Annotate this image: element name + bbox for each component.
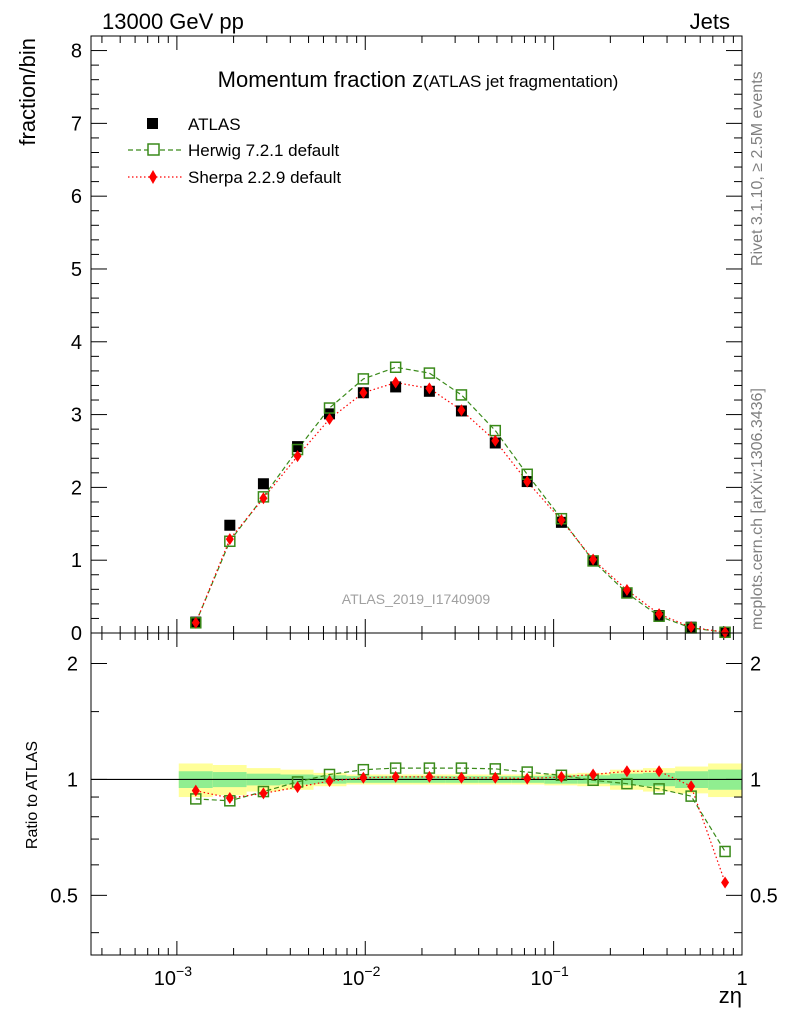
main-y-tick-label: 3 [71, 405, 82, 427]
ratio-axis-ticks: 10−3 10−2 10−1 10.5 0.51 12 2 [50, 633, 778, 990]
atlas-data-point [257, 478, 269, 490]
x-tick-label: 10−1 [531, 963, 569, 990]
ratio-y-tick-label: 0.5 [50, 885, 78, 907]
x-tick-label-base: 10 [342, 968, 364, 990]
legend-marker-sherpa [149, 170, 157, 184]
sherpa-ratio-point [191, 784, 200, 797]
chart-title-main: Momentum fraction [218, 67, 412, 92]
herwig-point [455, 389, 468, 401]
chart-title: Momentum fraction z(ATLAS jet fragmentat… [218, 67, 619, 92]
sherpa-ratio-point [687, 780, 696, 793]
main-y-tick-label: 8 [71, 41, 82, 63]
sherpa-point [557, 514, 566, 527]
x-tick-label-exponent: −1 [553, 963, 569, 979]
sherpa-ratio-point [359, 771, 368, 784]
x-tick-label-base: 10 [154, 968, 176, 990]
atlas-data-point [292, 441, 304, 453]
sherpa-ratio-point [589, 768, 598, 781]
header-right: Jets [690, 9, 730, 34]
sherpa-point [622, 584, 631, 597]
sherpa-point [721, 626, 730, 639]
sherpa-ratio-point [523, 772, 532, 785]
legend-marker-herwig [147, 143, 160, 156]
herwig-ratio-point [719, 845, 731, 858]
ratio-y-axis-label: Ratio to ATLAS [24, 741, 41, 849]
herwig-ratio-line [195, 767, 726, 852]
ratio-plot-series [190, 762, 731, 889]
atlas-data-point [224, 519, 236, 531]
main-y-tick-label: 4 [71, 332, 82, 354]
chart-title-subtitle: (ATLAS jet fragmentation) [423, 72, 618, 91]
legend-label-atlas: ATLAS [188, 115, 241, 134]
sherpa-point [325, 412, 334, 425]
ratio-y-tick-label: 2 [67, 653, 78, 675]
sherpa-ratio-point [721, 876, 730, 889]
ratio-plot-frame [90, 632, 743, 956]
sherpa-point [259, 492, 268, 505]
x-tick-label-exponent: −3 [176, 963, 192, 979]
herwig-point [357, 373, 370, 385]
sherpa-point [359, 386, 368, 399]
sherpa-point [425, 382, 434, 395]
sherpa-ratio-point [457, 771, 466, 784]
main-y-tick-label: 5 [71, 259, 82, 281]
chart-title-variable: z [412, 67, 423, 92]
legend-marker-atlas [147, 118, 158, 129]
sherpa-point [655, 608, 664, 621]
x-tick-label-base: 10 [531, 968, 553, 990]
sherpa-point [457, 404, 466, 417]
ratio-y-tick-label-right: 1 [750, 769, 761, 791]
analysis-watermark: ATLAS_2019_I1740909 [342, 591, 491, 607]
side-label-mcplots: mcplots.cern.ch [arXiv:1306.3436] [749, 388, 766, 630]
legend: ATLAS Herwig 7.2.1 default Sherpa 2.2.9 … [128, 115, 341, 187]
sherpa-point [191, 616, 200, 629]
herwig-ratio-point [621, 777, 633, 790]
sherpa-ratio-point [225, 791, 234, 804]
sherpa-point [391, 376, 400, 389]
sherpa-ratio-point [259, 787, 268, 800]
sherpa-ratio-point [425, 770, 434, 783]
herwig-ratio-point [653, 783, 665, 795]
main-plot-series [190, 361, 731, 639]
side-label-rivet: Rivet 3.1.10, ≥ 2.5M events [749, 71, 766, 266]
herwig-point [423, 367, 436, 379]
ratio-y-tick-label: 1 [67, 769, 78, 791]
main-y-tick-label: 6 [71, 186, 82, 208]
main-y-tick-label: 0 [71, 623, 82, 645]
x-axis-label: zη [719, 983, 742, 1008]
x-tick-label-base: 1 [736, 968, 747, 990]
sherpa-ratio-point [325, 775, 334, 788]
sherpa-ratio-point [491, 771, 500, 784]
x-tick-label: 1 [736, 968, 747, 990]
legend-label-sherpa: Sherpa 2.2.9 default [188, 168, 341, 187]
legend-label-herwig: Herwig 7.2.1 default [188, 141, 339, 160]
sherpa-point [491, 434, 500, 447]
herwig-point [389, 361, 402, 374]
header-left: 13000 GeV pp [102, 9, 244, 34]
sherpa-point [293, 450, 302, 463]
ratio-y-tick-label-right: 0.5 [750, 885, 778, 907]
sherpa-point [589, 553, 598, 566]
sherpa-ratio-point [293, 781, 302, 794]
sherpa-ratio-point [622, 765, 631, 778]
main-axis-ticks: 0 1 2 3 4 5 6 7 8 [71, 36, 743, 645]
x-tick-label: 10−2 [342, 963, 380, 990]
sherpa-point [523, 475, 532, 488]
x-tick-label-exponent: −2 [364, 963, 380, 979]
ratio-y-tick-label-right: 2 [750, 653, 761, 675]
sherpa-ratio-point [655, 765, 664, 778]
main-y-axis-label: fraction/bin [15, 38, 40, 146]
sherpa-ratio-point [391, 770, 400, 783]
main-y-tick-label: 7 [71, 113, 82, 135]
sherpa-ratio-point [557, 770, 566, 783]
x-tick-label: 10−3 [154, 963, 192, 990]
main-y-tick-label: 2 [71, 477, 82, 499]
main-y-tick-label: 1 [71, 550, 82, 572]
sherpa-point [225, 533, 234, 546]
sherpa-point [687, 621, 696, 634]
